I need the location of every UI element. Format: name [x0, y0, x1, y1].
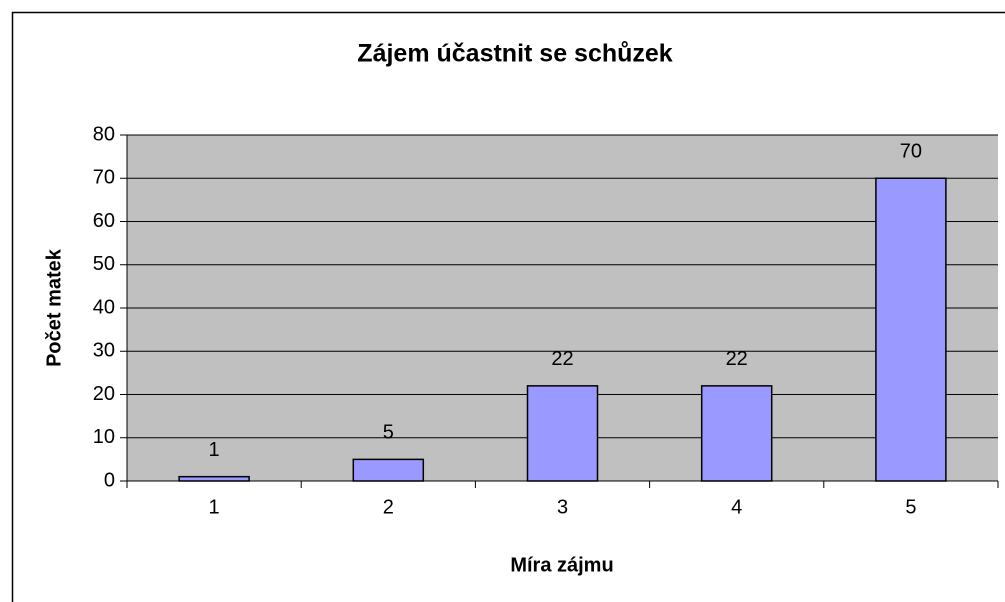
y-tick-label: 50	[93, 253, 115, 275]
x-tick-label: 3	[557, 496, 568, 518]
x-axis-label: Míra zájmu	[510, 554, 613, 576]
y-tick-label: 60	[93, 210, 115, 232]
chart-title: Zájem účastnit se schůzek	[357, 40, 673, 68]
bar	[178, 475, 250, 482]
x-tick-label: 4	[731, 496, 742, 518]
y-tick-label: 0	[104, 469, 115, 491]
y-axis-label: Počet matek	[43, 248, 65, 367]
y-tick-label: 80	[93, 123, 115, 145]
bar	[875, 177, 947, 482]
value-label: 70	[900, 141, 922, 163]
y-tick-label: 20	[93, 383, 115, 405]
y-tick-label: 30	[93, 340, 115, 362]
y-tick-label: 70	[93, 167, 115, 189]
value-label: 22	[551, 348, 573, 370]
x-tick-label: 1	[209, 496, 220, 518]
bar	[352, 458, 425, 482]
y-tick-label: 10	[93, 426, 115, 448]
bar	[700, 385, 773, 482]
x-tick-label: 2	[383, 496, 394, 518]
value-label: 1	[209, 439, 220, 461]
value-label: 5	[383, 422, 394, 444]
value-label: 22	[726, 348, 748, 370]
y-tick-label: 40	[93, 296, 115, 318]
x-tick-label: 5	[905, 496, 916, 518]
bar	[526, 385, 599, 482]
